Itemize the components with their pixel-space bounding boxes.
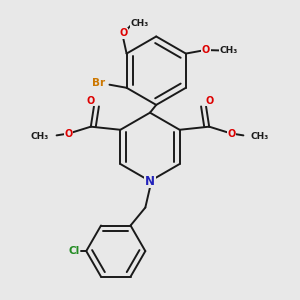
Text: CH₃: CH₃	[220, 46, 238, 55]
Text: CH₃: CH₃	[130, 19, 148, 28]
Text: O: O	[202, 44, 210, 55]
Text: O: O	[87, 96, 95, 106]
Text: Br: Br	[92, 78, 105, 88]
Text: CH₃: CH₃	[31, 132, 49, 141]
Text: O: O	[227, 129, 236, 139]
Text: O: O	[205, 96, 213, 106]
Text: CH₃: CH₃	[251, 132, 269, 141]
Text: N: N	[145, 175, 155, 188]
Text: Cl: Cl	[68, 246, 80, 256]
Text: O: O	[64, 129, 73, 139]
Text: O: O	[120, 28, 128, 38]
